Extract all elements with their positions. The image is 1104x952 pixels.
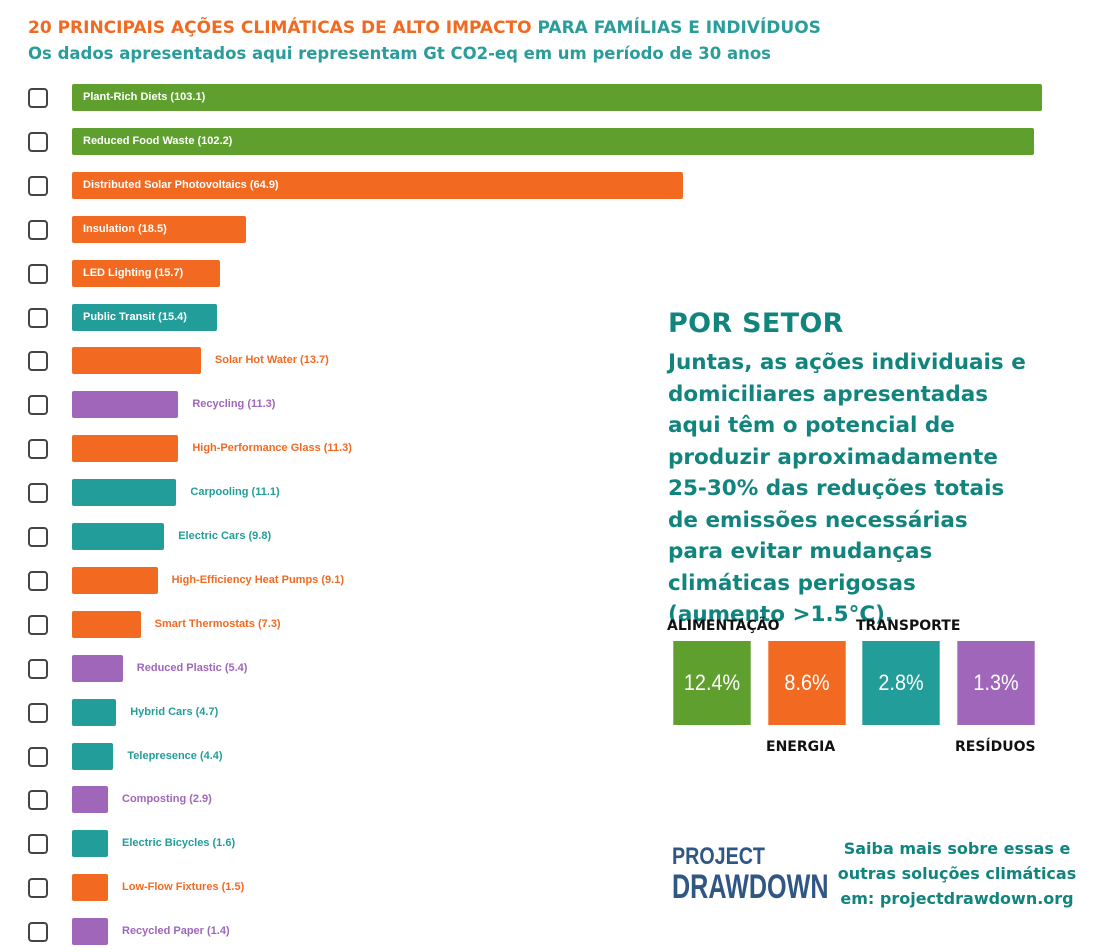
bar-low-flow-fixtures xyxy=(72,874,108,901)
sector-label: TRANSPORTE xyxy=(856,618,961,634)
action-checkbox[interactable] xyxy=(28,703,48,723)
action-checkbox[interactable] xyxy=(28,527,48,547)
sector-box-residuos: 1.3% xyxy=(957,641,1035,725)
logo-text-drawdown: DRAWDOWN xyxy=(672,868,829,906)
action-checkbox[interactable] xyxy=(28,264,48,284)
sector-description: Juntas, as ações individuais e domicilia… xyxy=(668,350,1026,627)
bar-hybrid-cars xyxy=(72,699,117,726)
action-checkbox[interactable] xyxy=(28,308,48,328)
bar-public-transit xyxy=(72,304,217,331)
sector-label: ENERGIA xyxy=(766,739,836,755)
sector-box-energia: 8.6% xyxy=(768,641,846,725)
bar-label: High-Performance Glass (11.3) xyxy=(192,442,352,454)
bar-plant-rich-diets xyxy=(72,84,1042,111)
action-checkbox[interactable] xyxy=(28,439,48,459)
bar-label: High-Efficiency Heat Pumps (9.1) xyxy=(171,574,344,586)
bar-label: Distributed Solar Photovoltaics (64.9) xyxy=(83,179,279,191)
bar-reduced-food-waste xyxy=(72,128,1034,155)
bar-label: Composting (2.9) xyxy=(122,793,212,805)
action-checkbox[interactable] xyxy=(28,790,48,810)
bar-label: Electric Bicycles (1.6) xyxy=(122,837,236,849)
bar-smart-thermostats xyxy=(72,611,141,638)
bar-label: LED Lighting (15.7) xyxy=(83,267,184,279)
bar-electric-cars xyxy=(72,523,165,550)
sector-box-alimentacao: 12.4% xyxy=(673,641,751,725)
bar-carpooling xyxy=(72,479,177,506)
learn-more-text: Saiba mais sobre essas e outras soluções… xyxy=(830,836,1084,911)
bar-composting xyxy=(72,786,108,813)
bar-label: Reduced Plastic (5.4) xyxy=(136,662,248,674)
action-checkbox[interactable] xyxy=(28,351,48,371)
bar-label: Plant-Rich Diets (103.1) xyxy=(83,91,206,103)
bar-label: Carpooling (11.1) xyxy=(190,486,280,498)
sector-label: RESÍDUOS xyxy=(955,739,1036,755)
action-checkbox[interactable] xyxy=(28,395,48,415)
action-checkbox[interactable] xyxy=(28,571,48,591)
action-checkbox[interactable] xyxy=(28,88,48,108)
bar-label: Telepresence (4.4) xyxy=(127,750,223,762)
action-checkbox[interactable] xyxy=(28,220,48,240)
bar-label: Recycling (11.3) xyxy=(192,398,276,410)
action-checkbox[interactable] xyxy=(28,132,48,152)
sector-box-transporte: 2.8% xyxy=(862,641,940,725)
logo-text-project: PROJECT xyxy=(672,843,765,870)
bar-distributed-solar-photovoltaics xyxy=(72,172,683,199)
sector-heading: POR SETOR xyxy=(668,308,844,339)
bar-electric-bicycles xyxy=(72,830,108,857)
bar-label: Smart Thermostats (7.3) xyxy=(154,618,281,630)
learn-more-line-3: em: projectdrawdown.org xyxy=(840,889,1074,908)
action-checkbox[interactable] xyxy=(28,176,48,196)
action-checkbox[interactable] xyxy=(28,878,48,898)
bar-solar-hot-water xyxy=(72,347,201,374)
bar-label: Public Transit (15.4) xyxy=(83,311,187,323)
chart-title-part2: PARA FAMÍLIAS E INDIVÍDUOS xyxy=(537,18,821,38)
bar-high-efficiency-heat-pumps xyxy=(72,567,158,594)
learn-more-line-2: outras soluções climáticas xyxy=(837,864,1077,883)
bar-label: Hybrid Cars (4.7) xyxy=(130,706,219,718)
project-drawdown-logo: PROJECT DRAWDOWN xyxy=(672,843,884,906)
action-checkbox[interactable] xyxy=(28,834,48,854)
chart-subtitle: Os dados apresentados aqui representam G… xyxy=(28,44,771,63)
bar-recycling xyxy=(72,391,179,418)
bar-telepresence xyxy=(72,743,114,770)
bar-label: Insulation (18.5) xyxy=(83,223,167,235)
sector-panel: POR SETOR Juntas, as ações individuais e… xyxy=(668,308,1088,631)
bar-label: Electric Cars (9.8) xyxy=(178,530,272,542)
bar-high-performance-glass xyxy=(72,435,179,462)
action-checkbox[interactable] xyxy=(28,922,48,942)
chart-title-part1: 20 PRINCIPAIS AÇÕES CLIMÁTICAS DE ALTO I… xyxy=(28,18,532,38)
bar-label: Solar Hot Water (13.7) xyxy=(214,354,329,366)
bar-led-lighting xyxy=(72,260,220,287)
action-checkbox[interactable] xyxy=(28,615,48,635)
bar-reduced-plastic xyxy=(72,655,123,682)
sector-label: ALIMENTAÇÃO xyxy=(667,618,780,634)
bar-insulation xyxy=(72,216,247,243)
action-checkbox[interactable] xyxy=(28,659,48,679)
learn-more-line-1: Saiba mais sobre essas e xyxy=(843,839,1071,858)
bar-label: Recycled Paper (1.4) xyxy=(122,925,230,937)
bar-recycled-paper xyxy=(72,918,108,945)
bar-label: Low-Flow Fixtures (1.5) xyxy=(122,881,245,893)
chart-header: 20 PRINCIPAIS AÇÕES CLIMÁTICAS DE ALTO I… xyxy=(28,18,1088,63)
bar-label: Reduced Food Waste (102.2) xyxy=(83,135,233,147)
chart-title: 20 PRINCIPAIS AÇÕES CLIMÁTICAS DE ALTO I… xyxy=(28,18,1088,38)
action-checkbox[interactable] xyxy=(28,483,48,503)
action-checkbox[interactable] xyxy=(28,747,48,767)
